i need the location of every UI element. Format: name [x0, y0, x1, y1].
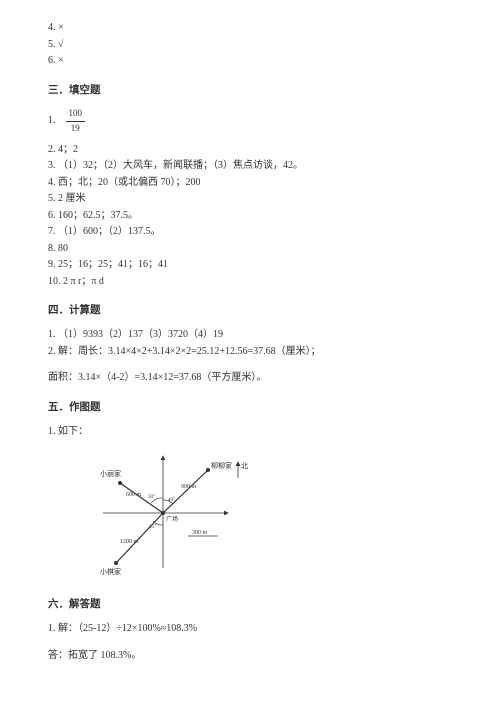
s3-item6: 6. 160；62.5；37.5。 — [48, 208, 452, 224]
s4-item1: 1. （1）9393（2）137（3）3720（4）19 — [48, 327, 452, 343]
diagram-dist-tr: 900 m — [181, 484, 197, 490]
s3-item9: 9. 25；16；25；41；16；41 — [48, 257, 452, 273]
s3-item1: 1. 100 19 — [48, 107, 452, 136]
diagram-label-b: 小棋家 — [100, 567, 121, 576]
diagram-dist-bl: 1200 m — [120, 539, 139, 545]
section-6-title: 六．解答题 — [48, 597, 452, 613]
diagram-mid: 广场 — [166, 515, 178, 523]
diagram-north: 北 — [241, 462, 248, 470]
s3-item5: 5. 2 厘米 — [48, 191, 452, 207]
diagram-label-tl: 小丽家 — [100, 469, 121, 478]
fraction-num: 100 — [66, 107, 86, 122]
s3-item2: 2. 4；2 — [48, 142, 452, 158]
direction-diagram: 小丽家 柳柳家 小棋家 600 m 900 m 1200 m 300 m 30°… — [78, 448, 452, 584]
s3-item10: 10. 2 π r；π d — [48, 274, 452, 290]
diagram-ang1: 30° — [148, 495, 155, 500]
s4-item2b: 面积：3.14×（4-2）=3.14×12=37.68（平方厘米）。 — [48, 370, 452, 386]
section-3-title: 三．填空题 — [48, 83, 452, 99]
diagram-ang2: 40° — [168, 498, 175, 503]
s4-item2: 2. 解：周长：3.14×4×2+3.14×2×2=25.12+12.56=37… — [48, 344, 452, 360]
fraction-den: 19 — [66, 122, 86, 136]
pre-line-4: 4. × — [48, 20, 452, 36]
pre-line-5: 5. √ — [48, 37, 452, 53]
pre-line-6: 6. × — [48, 53, 452, 69]
diagram-dist-scale: 300 m — [192, 530, 208, 536]
s3-item1-label: 1. — [48, 113, 56, 129]
s3-item1-fraction: 100 19 — [66, 107, 86, 136]
s3-item8: 8. 80 — [48, 241, 452, 257]
s3-item4: 4. 西；北；20（或北偏西 70）；200 — [48, 175, 452, 191]
section-4-title: 四．计算题 — [48, 303, 452, 319]
diagram-ang3: 45° — [149, 525, 156, 530]
s5-item1: 1. 如下： — [48, 424, 452, 440]
s6-item1b: 答：拓宽了 108.3%。 — [48, 648, 452, 664]
s6-item1: 1. 解：（25-12）÷12×100%≈108.3% — [48, 621, 452, 637]
section-5-title: 五．作图题 — [48, 400, 452, 416]
s3-item3: 3. （1）32；（2）大风车，新闻联播；（3）焦点访谈，42。 — [48, 158, 452, 174]
diagram-label-tr: 柳柳家 — [211, 461, 232, 470]
s3-item7: 7. （1）600；（2）137.5。 — [48, 224, 452, 240]
diagram-svg: 小丽家 柳柳家 小棋家 600 m 900 m 1200 m 300 m 30°… — [78, 448, 258, 578]
diagram-dist-tl: 600 m — [126, 492, 142, 498]
